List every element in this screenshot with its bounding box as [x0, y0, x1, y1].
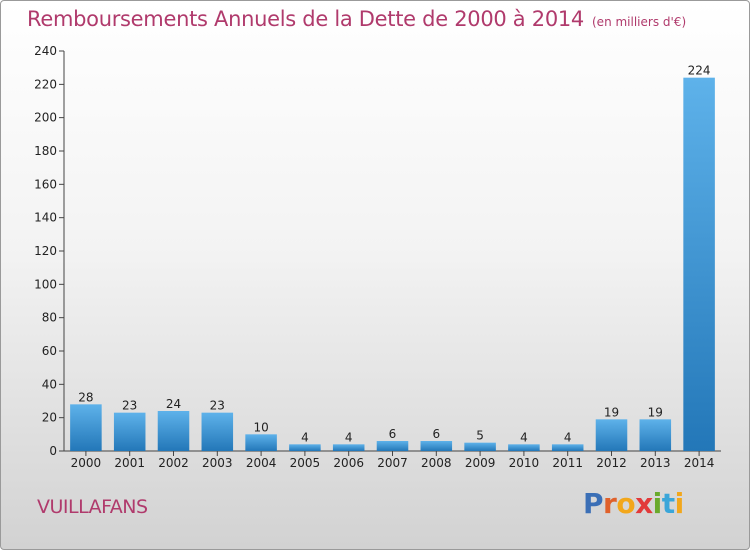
x-tick-label: 2002: [158, 456, 189, 470]
data-label: 19: [604, 405, 619, 419]
y-tick-label: 20: [42, 411, 57, 425]
y-tick-label: 60: [42, 344, 57, 358]
x-tick-label: 2008: [421, 456, 452, 470]
data-label: 6: [432, 427, 440, 441]
bar: [201, 412, 234, 451]
data-label: 28: [78, 390, 93, 404]
data-labels: 28 23 24 23 10 4 4 6 6 5 4 4 19 19 224: [78, 64, 710, 445]
logo-letter: i: [674, 487, 685, 520]
data-label: 19: [648, 405, 663, 419]
y-tick-label: 220: [34, 77, 57, 91]
data-label: 4: [564, 430, 572, 444]
x-tick-label: 2014: [684, 456, 715, 470]
logo-letter: t: [661, 487, 675, 520]
bar: [551, 444, 584, 451]
place-name: VUILLAFANS: [37, 496, 148, 518]
bar: [376, 441, 409, 451]
x-tick-label: 2012: [596, 456, 627, 470]
x-tick-label: 2009: [465, 456, 496, 470]
logo-letter: P: [583, 487, 604, 520]
x-tick-label: 2001: [114, 456, 145, 470]
bar: [289, 444, 321, 451]
bar: [464, 442, 496, 451]
y-tick-label: 120: [34, 244, 57, 258]
chart-unit: (en milliers d'€): [592, 15, 687, 29]
x-tick-label: 2011: [552, 456, 583, 470]
proxiti-logo: Proxiti: [583, 487, 684, 520]
y-tick-label: 180: [34, 144, 57, 158]
y-tick-label: 0: [49, 444, 57, 458]
bar: [639, 419, 672, 451]
bars: [70, 77, 715, 452]
y-tick-label: 140: [34, 211, 57, 225]
data-label: 224: [688, 64, 711, 78]
data-label: 23: [122, 399, 137, 413]
y-tick-label: 160: [34, 177, 57, 191]
x-tick-label: 2003: [202, 456, 233, 470]
data-label: 23: [210, 399, 225, 413]
bar: [157, 411, 190, 451]
y-tick-label: 200: [34, 111, 57, 125]
x-tick-label: 2005: [290, 456, 321, 470]
y-axis: 0 20 40 60 80 100 120 140 160 180 200 220 240: [34, 44, 65, 458]
bar: [70, 404, 102, 451]
data-label: 6: [389, 427, 397, 441]
bar: [420, 441, 453, 451]
logo-letter: x: [635, 487, 653, 520]
chart-title-text: Remboursements Annuels de la Dette de 20…: [27, 7, 584, 31]
y-tick-label: 80: [42, 311, 57, 325]
x-axis: 2000 2001 2002 2003 2004 2005 2006 2007 2008 2009…: [64, 450, 721, 470]
logo-letter: r: [603, 487, 617, 520]
y-tick-label: 240: [34, 44, 57, 58]
logo-letter: o: [616, 487, 636, 520]
x-tick-label: 2004: [246, 456, 277, 470]
y-tick-label: 40: [42, 377, 57, 391]
x-tick-label: 2010: [509, 456, 540, 470]
x-tick-label: 2007: [377, 456, 408, 470]
bar: [508, 444, 540, 451]
data-label: 4: [520, 430, 528, 444]
logo-letter: i: [652, 487, 663, 520]
y-tick-label: 100: [34, 277, 57, 291]
data-label: 24: [166, 397, 181, 411]
bar: [595, 419, 628, 451]
x-tick-label: 2006: [333, 456, 364, 470]
chart-title: Remboursements Annuels de la Dette de 20…: [27, 7, 686, 31]
bar: [113, 412, 146, 451]
x-tick-label: 2000: [71, 456, 102, 470]
bar: [683, 77, 715, 452]
bar: [245, 434, 277, 451]
bar: [332, 444, 365, 451]
data-label: 4: [301, 430, 309, 444]
data-label: 10: [253, 420, 268, 434]
data-label: 5: [476, 429, 484, 443]
data-label: 4: [345, 430, 353, 444]
x-tick-label: 2013: [640, 456, 671, 470]
